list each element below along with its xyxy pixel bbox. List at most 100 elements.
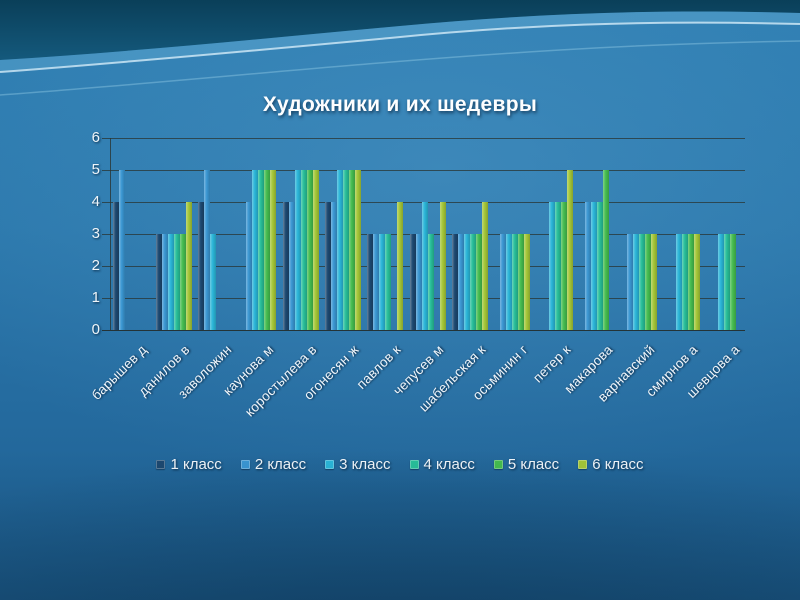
bar xyxy=(306,170,313,330)
bar xyxy=(173,234,180,330)
bar xyxy=(113,202,120,330)
background-waves xyxy=(0,0,800,96)
bar xyxy=(409,234,416,330)
chart-legend: 1 класс 2 класс 3 класс 4 класс 5 класс 6 кла… xyxy=(0,456,800,473)
bar xyxy=(167,234,174,330)
bar xyxy=(481,202,488,330)
gridline xyxy=(102,138,745,139)
bar xyxy=(500,234,507,330)
legend-swatch xyxy=(156,460,166,469)
legend-swatch xyxy=(578,460,588,469)
legend-item: 1 класс xyxy=(156,456,222,473)
bar xyxy=(717,234,724,330)
bar xyxy=(633,234,640,330)
bar xyxy=(415,234,422,330)
bar xyxy=(330,202,337,330)
bar xyxy=(596,202,603,330)
bar xyxy=(524,234,531,330)
bar xyxy=(348,170,355,330)
bar xyxy=(421,202,428,330)
legend-item: 4 класс xyxy=(409,456,475,473)
bar xyxy=(342,170,349,330)
bar xyxy=(475,234,482,330)
y-axis-label: 2 xyxy=(91,257,100,274)
chart-title: Художники и их шедевры xyxy=(262,93,538,116)
bar xyxy=(197,202,204,330)
bar xyxy=(161,234,168,330)
bar xyxy=(385,234,392,330)
bar xyxy=(270,170,277,330)
bar xyxy=(119,170,126,330)
bar xyxy=(155,234,162,330)
bar xyxy=(427,234,434,330)
legend-swatch xyxy=(240,460,250,469)
gridline xyxy=(102,330,745,331)
legend-item: 2 класс xyxy=(240,456,306,473)
bar xyxy=(300,170,307,330)
y-axis-line xyxy=(110,138,111,331)
y-axis-label: 6 xyxy=(91,129,100,146)
bar xyxy=(264,170,271,330)
bar xyxy=(451,234,458,330)
bar xyxy=(457,234,464,330)
bar xyxy=(554,202,561,330)
bar xyxy=(185,202,192,330)
legend-swatch xyxy=(493,460,503,469)
bar xyxy=(469,234,476,330)
legend-label: 6 класс xyxy=(592,456,643,473)
legend-swatch xyxy=(325,460,335,469)
legend-item: 6 класс xyxy=(578,456,644,473)
bar xyxy=(282,202,289,330)
bar xyxy=(584,202,591,330)
legend-item: 3 класс xyxy=(325,456,391,473)
bar xyxy=(512,234,519,330)
bar xyxy=(675,234,682,330)
legend-item: 5 класс xyxy=(493,456,559,473)
bar xyxy=(252,170,259,330)
bar xyxy=(294,170,301,330)
bar xyxy=(651,234,658,330)
bar xyxy=(560,202,567,330)
bar xyxy=(354,170,361,330)
bar xyxy=(373,234,380,330)
bar xyxy=(506,234,513,330)
bar xyxy=(548,202,555,330)
bar xyxy=(324,202,331,330)
y-axis-label: 5 xyxy=(91,161,100,178)
gridline xyxy=(102,170,745,171)
bar xyxy=(288,202,295,330)
bar xyxy=(566,170,573,330)
bar xyxy=(693,234,700,330)
bar xyxy=(439,202,446,330)
bar xyxy=(203,170,210,330)
legend-label: 4 класс xyxy=(424,456,475,473)
legend-label: 2 класс xyxy=(255,456,306,473)
bottom-vignette xyxy=(0,450,800,600)
bar xyxy=(681,234,688,330)
bar xyxy=(336,170,343,330)
bar xyxy=(379,234,386,330)
bar xyxy=(645,234,652,330)
y-axis-label: 1 xyxy=(91,289,100,306)
bar xyxy=(729,234,736,330)
bar xyxy=(627,234,634,330)
y-axis-label: 3 xyxy=(91,225,100,242)
bar xyxy=(602,170,609,330)
legend-label: 5 класс xyxy=(508,456,559,473)
bar xyxy=(367,234,374,330)
bar xyxy=(179,234,186,330)
bar xyxy=(258,170,265,330)
bar xyxy=(209,234,216,330)
bar xyxy=(687,234,694,330)
bar xyxy=(397,202,404,330)
bar xyxy=(518,234,525,330)
legend-label: 1 класс xyxy=(170,456,221,473)
bar xyxy=(590,202,597,330)
y-axis-label: 4 xyxy=(91,193,100,210)
bar xyxy=(312,170,319,330)
bar xyxy=(723,234,730,330)
bar xyxy=(246,202,253,330)
legend-label: 3 класс xyxy=(339,456,390,473)
y-axis-label: 0 xyxy=(91,321,100,338)
